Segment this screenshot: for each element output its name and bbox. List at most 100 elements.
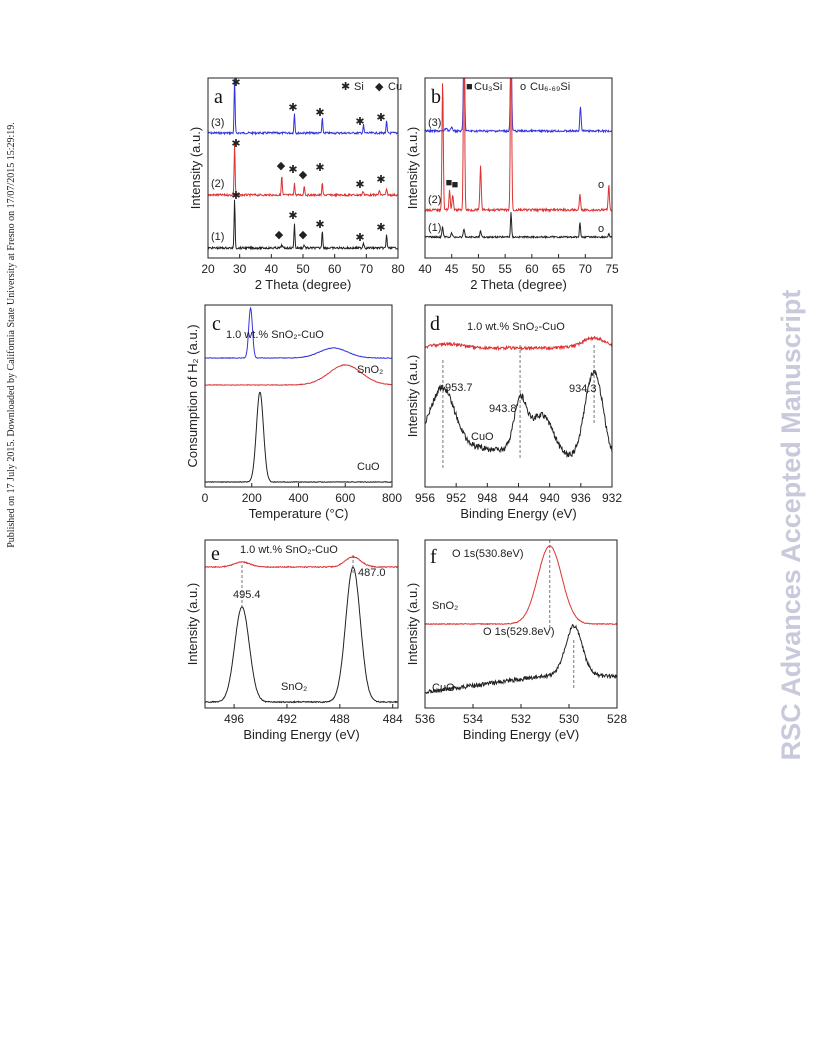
x-tick-label: 65 xyxy=(552,262,566,276)
spectrum-curve xyxy=(425,78,612,134)
watermark: RSC Advances Accepted Manuscript xyxy=(776,290,806,761)
annotation: CuO xyxy=(471,431,494,443)
axes-frame xyxy=(204,539,399,709)
annotation: (2) xyxy=(211,178,224,190)
axes-frame xyxy=(424,77,613,259)
peak-marker: ✱ xyxy=(315,162,324,174)
peak-marker: ■ xyxy=(446,177,453,189)
figure-panel: 40 45 50 55 60 65 70 75 2 Theta (degree) Intensit… xyxy=(405,77,619,292)
x-axis-title: Temperature (°C) xyxy=(249,506,349,521)
annotation: CuO xyxy=(357,461,380,473)
figure-panel: 20 30 40 50 60 70 80 2 Theta (degree) Intensity … xyxy=(188,77,405,292)
peak-marker: ✱ xyxy=(231,77,240,89)
x-axis-title: 2 Theta (degree) xyxy=(470,277,567,292)
peak-marker: ✱ xyxy=(355,179,364,191)
annotation: SnO₂ xyxy=(281,681,307,693)
legend-label: Si xyxy=(354,81,364,93)
peak-marker: ◆ xyxy=(299,169,308,181)
annotation: O 1s(529.8eV) xyxy=(483,626,555,638)
x-axis-title: Binding Energy (eV) xyxy=(243,727,359,742)
x-tick-label: 400 xyxy=(288,491,308,505)
annotation: SnO₂ xyxy=(357,364,383,376)
annotation: (3) xyxy=(211,117,224,129)
x-tick-label: 484 xyxy=(383,712,403,726)
x-tick-label: 492 xyxy=(277,712,297,726)
panel-letter: f xyxy=(430,546,437,568)
x-tick-label: 60 xyxy=(328,262,342,276)
x-tick-label: 45 xyxy=(445,262,459,276)
annotation: (2) xyxy=(428,194,441,206)
x-tick-label: 940 xyxy=(540,491,560,505)
annotation: 943.8 xyxy=(489,403,517,415)
spectrum-curve xyxy=(205,391,392,483)
spectrum-curve xyxy=(208,144,398,198)
peak-marker: ✱ xyxy=(376,112,385,124)
annotation: 934.3 xyxy=(569,383,597,395)
x-tick-label: 600 xyxy=(335,491,355,505)
peak-marker: ✱ xyxy=(315,219,324,231)
download-note: Published on 17 July 2015. Downloaded by… xyxy=(6,122,17,548)
legend-symbol: o xyxy=(520,81,526,93)
y-axis-title: Intensity (a.u.) xyxy=(405,127,420,209)
spectrum-curve xyxy=(425,545,617,626)
y-axis-title: Intensity (a.u.) xyxy=(405,355,420,437)
x-tick-label: 20 xyxy=(201,262,215,276)
annotation: 1.0 wt.% SnO₂-CuO xyxy=(226,329,324,341)
annotation: CuO xyxy=(432,682,455,694)
figure-panel: 496 492 488 484 Binding Energy (eV) Intensity… xyxy=(185,539,403,742)
legend-symbol: ✱ xyxy=(341,81,350,93)
y-axis-title: Intensity (a.u.) xyxy=(188,127,203,209)
x-axis-title: Binding Energy (eV) xyxy=(460,506,576,521)
x-tick-label: 944 xyxy=(508,491,528,505)
spectrum-curve xyxy=(425,335,612,352)
x-tick-label: 936 xyxy=(571,491,591,505)
spectrum-curve xyxy=(205,306,392,360)
legend-label: Cu₆.₆₉Si xyxy=(530,81,570,93)
x-tick-label: 200 xyxy=(242,491,262,505)
peak-marker: ✱ xyxy=(355,116,364,128)
annotation: (1) xyxy=(211,231,224,243)
peak-marker: ✱ xyxy=(288,164,297,176)
annotation: 495.4 xyxy=(233,589,261,601)
x-tick-label: 932 xyxy=(602,491,622,505)
peak-marker: ✱ xyxy=(355,232,364,244)
x-tick-label: 488 xyxy=(330,712,350,726)
panel-letter: d xyxy=(430,313,440,335)
legend-label: Cu xyxy=(388,81,402,93)
y-axis-title: Intensity (a.u.) xyxy=(405,583,420,665)
figure-panel: 0 200 400 600 800 Temperature (°C) Consumption… xyxy=(185,304,402,521)
spectrum-curve xyxy=(425,78,612,214)
panel-letter: a xyxy=(214,86,223,108)
annotation: (1) xyxy=(428,222,441,234)
annotation: 1.0 wt.% SnO₂-CuO xyxy=(467,321,565,333)
x-tick-label: 40 xyxy=(418,262,432,276)
x-tick-label: 530 xyxy=(559,712,579,726)
peak-marker: ◆ xyxy=(299,229,308,241)
x-tick-label: 50 xyxy=(296,262,310,276)
x-tick-label: 956 xyxy=(415,491,435,505)
x-tick-label: 0 xyxy=(202,491,209,505)
peak-marker: ✱ xyxy=(376,222,385,234)
x-tick-label: 40 xyxy=(265,262,279,276)
x-tick-label: 532 xyxy=(511,712,531,726)
panel-letter: e xyxy=(211,543,220,565)
annotation: 487.0 xyxy=(358,567,386,579)
x-axis-title: 2 Theta (degree) xyxy=(255,277,352,292)
x-tick-label: 952 xyxy=(446,491,466,505)
spectrum-curve xyxy=(205,555,398,569)
peak-marker: ✱ xyxy=(231,190,240,202)
x-tick-label: 80 xyxy=(391,262,405,276)
x-tick-label: 50 xyxy=(472,262,486,276)
spectrum-curve xyxy=(205,566,398,704)
figure-panel: 536 534 532 530 528 Binding Energy (eV) Intens… xyxy=(405,539,627,742)
annotation: (3) xyxy=(428,117,441,129)
x-axis-title: Binding Energy (eV) xyxy=(463,727,579,742)
panel-letter: b xyxy=(431,86,441,108)
peak-marker: ■ xyxy=(452,179,459,191)
peak-marker: ✱ xyxy=(288,210,297,222)
spectrum-curve xyxy=(205,364,392,387)
peak-marker: ✱ xyxy=(288,102,297,114)
x-tick-label: 70 xyxy=(360,262,374,276)
annotation: O 1s(530.8eV) xyxy=(452,548,524,560)
